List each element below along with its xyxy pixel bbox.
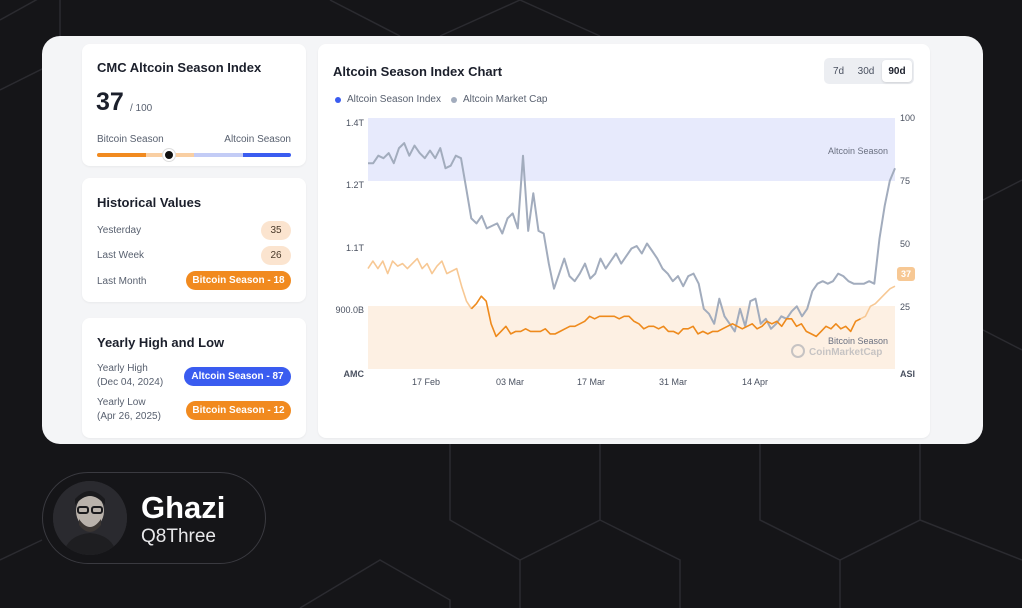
series-line-index [470,295,861,338]
avatar [53,481,127,555]
bitcoin-season-zone-label: Bitcoin Season [828,336,888,346]
season-gauge [97,149,291,161]
tab-90d[interactable]: 90d [882,60,912,82]
yearly-low-date: (Apr 26, 2025) [97,411,161,422]
altcoin-season-label: Altcoin Season [224,134,291,145]
index-panel: CMC Altcoin Season Index 37 / 100 Bitcoi… [82,44,306,166]
user-handle: Q8Three [141,526,216,547]
gauge-seg-light-blue [194,153,243,157]
right-axis-label: ASI [900,369,915,379]
left-tick-3: 900.0B [335,305,364,315]
legend-market-cap: Altcoin Market Cap [463,94,548,105]
yearly-high-date: (Dec 04, 2024) [97,377,164,388]
last-week-label: Last Week [97,250,145,261]
season-index-chart: Altcoin Season Bitcoin Season 1.4T 1.2T … [335,113,915,387]
current-badge: 37 [901,269,911,279]
altcoin-season-zone [368,118,895,181]
historical-title: Historical Values [97,195,202,210]
last-month-label: Last Month [97,276,147,287]
yesterday-label: Yesterday [97,225,142,236]
tab-30d[interactable]: 30d [857,65,875,77]
left-tick-2: 1.1T [346,243,365,253]
yearly-high-label: Yearly High [97,363,148,374]
yesterday-value: 35 [261,221,291,240]
right-tick-3: 25 [900,302,910,312]
yearly-low-value: Bitcoin Season - 12 [186,401,291,420]
person-avatar-icon [53,481,127,555]
series-line-index-recent [367,257,896,320]
chart-title: Altcoin Season Index Chart [333,64,503,79]
tab-7d[interactable]: 7d [832,65,845,77]
left-tick-0: 1.4T [346,118,365,128]
gauge-seg-altcoin [242,153,291,157]
historical-panel: Historical Values Yesterday 35 Last Week… [82,178,306,302]
x-tick-0: 17 Feb [412,377,440,387]
left-axis-label: AMC [344,369,365,379]
last-month-value: Bitcoin Season - 18 [186,271,291,290]
legend-dot-index [335,97,341,103]
watermark-text: CoinMarketCap [809,347,882,358]
yearly-high-value: Altcoin Season - 87 [184,367,291,386]
index-max: / 100 [130,103,153,114]
altcoin-season-zone-label: Altcoin Season [828,146,888,156]
x-tick-4: 14 Apr [742,377,768,387]
x-tick-2: 17 Mar [577,377,605,387]
gauge-seg-bitcoin [97,153,146,157]
index-title: CMC Altcoin Season Index [97,60,262,75]
current-badge-bg [897,267,915,281]
user-name: Ghazi [141,490,226,525]
watermark: CoinMarketCap [791,344,882,358]
yearly-panel: Yearly High and Low Yearly High (Dec 04,… [82,318,306,438]
yearly-title: Yearly High and Low [97,335,225,350]
bitcoin-season-label: Bitcoin Season [97,134,164,145]
right-tick-0: 100 [900,113,915,123]
x-tick-1: 03 Mar [496,377,524,387]
bitcoin-season-zone [368,306,895,369]
yearly-low-label: Yearly Low [97,397,146,408]
gauge-knob [162,149,175,161]
index-value: 37 [96,88,124,116]
left-tick-1: 1.2T [346,180,365,190]
right-tick-1: 75 [900,176,910,186]
main-card: CMC Altcoin Season Index 37 / 100 Bitcoi… [42,36,983,444]
right-tick-2: 50 [900,239,910,249]
legend-index: Altcoin Season Index [347,94,441,105]
series-line-market-cap [368,142,896,333]
cmc-logo-icon [791,344,805,358]
chart-panel: Altcoin Season Index Chart 7d 30d 90d Al… [318,44,930,438]
last-week-value: 26 [261,246,291,265]
legend-dot-market-cap [451,97,457,103]
user-badge: Ghazi Q8Three [42,472,266,564]
x-tick-3: 31 Mar [659,377,687,387]
